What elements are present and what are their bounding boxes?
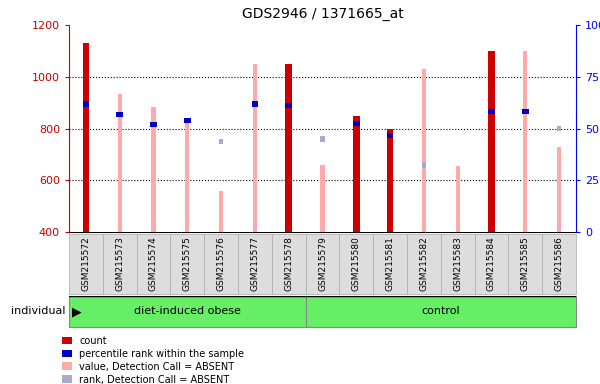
Bar (150, 122, 157, 127)
Bar (542, 233, 576, 295)
Bar (557, 126, 562, 131)
Bar (523, 109, 527, 114)
Bar (305, 296, 576, 327)
Bar (320, 165, 325, 232)
Bar (488, 51, 495, 232)
Bar (69, 296, 305, 327)
Bar (103, 233, 137, 295)
Bar (253, 64, 257, 232)
Bar (320, 136, 325, 142)
Text: GSM215579: GSM215579 (318, 236, 327, 291)
Text: GSM215572: GSM215572 (82, 236, 91, 291)
Bar (523, 51, 527, 232)
Bar (83, 101, 89, 107)
Bar (151, 107, 155, 232)
Bar (353, 116, 359, 232)
Bar (272, 233, 305, 295)
Text: GSM215573: GSM215573 (115, 236, 124, 291)
Bar (238, 233, 272, 295)
Text: GSM215580: GSM215580 (352, 236, 361, 291)
Text: ▶: ▶ (72, 305, 82, 318)
Bar (286, 64, 292, 232)
Bar (387, 129, 394, 232)
Title: GDS2946 / 1371665_at: GDS2946 / 1371665_at (242, 7, 403, 21)
Text: GSM215581: GSM215581 (386, 236, 395, 291)
Text: GSM215583: GSM215583 (453, 236, 462, 291)
Bar (475, 233, 508, 295)
Text: GSM215585: GSM215585 (521, 236, 530, 291)
Bar (170, 233, 204, 295)
Bar (373, 233, 407, 295)
Bar (488, 109, 495, 114)
Text: diet-induced obese: diet-induced obese (134, 306, 241, 316)
Text: GSM215586: GSM215586 (554, 236, 563, 291)
Bar (251, 101, 258, 107)
Text: control: control (421, 306, 460, 316)
Bar (204, 233, 238, 295)
Bar (557, 147, 561, 232)
Bar (219, 139, 223, 144)
Bar (116, 112, 123, 117)
Bar (305, 233, 340, 295)
Bar (286, 103, 292, 108)
Bar (83, 43, 89, 232)
Bar (522, 109, 529, 114)
Bar (407, 233, 441, 295)
Legend: count, percentile rank within the sample, value, Detection Call = ABSENT, rank, : count, percentile rank within the sample… (62, 336, 244, 384)
Bar (387, 132, 394, 138)
Text: GSM215575: GSM215575 (183, 236, 192, 291)
Text: individual: individual (11, 306, 66, 316)
Text: GSM215574: GSM215574 (149, 236, 158, 291)
Text: GSM215577: GSM215577 (250, 236, 259, 291)
Bar (508, 233, 542, 295)
Bar (422, 162, 426, 167)
Bar (185, 121, 190, 232)
Bar (353, 121, 359, 126)
Bar (184, 118, 191, 123)
Text: GSM215576: GSM215576 (217, 236, 226, 291)
Bar (441, 233, 475, 295)
Text: GSM215578: GSM215578 (284, 236, 293, 291)
Bar (422, 69, 426, 232)
Text: GSM215582: GSM215582 (419, 236, 428, 291)
Bar (219, 191, 223, 232)
Bar (455, 166, 460, 232)
Bar (137, 233, 170, 295)
Text: GSM215584: GSM215584 (487, 236, 496, 291)
Bar (118, 94, 122, 232)
Bar (287, 64, 291, 232)
Bar (69, 233, 103, 295)
Bar (340, 233, 373, 295)
